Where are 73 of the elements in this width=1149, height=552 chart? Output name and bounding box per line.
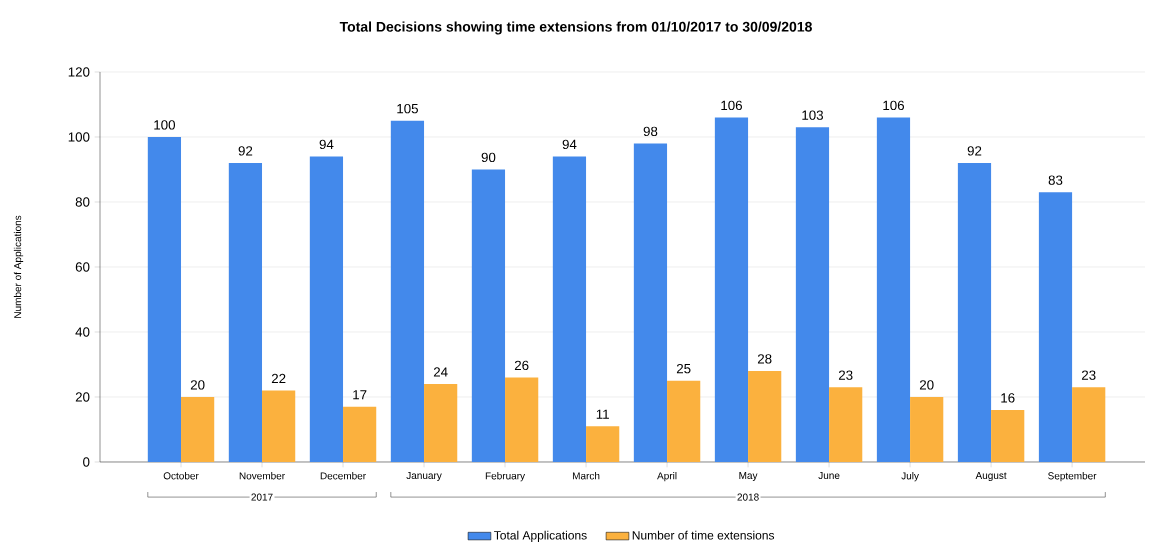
bar	[748, 370, 782, 462]
x-tick-label: September	[1048, 472, 1097, 482]
data-label: 25	[676, 363, 691, 374]
bar	[552, 156, 587, 462]
bar	[991, 409, 1025, 462]
bar	[586, 426, 620, 462]
x-tick-label: April	[657, 472, 677, 482]
data-label: 17	[353, 390, 367, 400]
data-label: 83	[1048, 175, 1063, 185]
bar	[228, 162, 263, 462]
x-tick-label: November	[239, 472, 285, 480]
bar	[795, 127, 830, 462]
bar	[424, 383, 458, 462]
data-label: 20	[919, 380, 934, 390]
data-label: 94	[562, 139, 577, 150]
data-label: 92	[967, 146, 982, 156]
data-label: 103	[802, 110, 824, 120]
text: 2017	[251, 493, 273, 501]
y-tick-label: 40	[75, 327, 90, 337]
data-label: 92	[238, 146, 253, 156]
chart-title: Total Decisions showing time extensions from 01/10/2017 to 30/09/2018	[339, 21, 812, 35]
bar	[181, 396, 215, 462]
data-label: 11	[596, 409, 609, 419]
data-label: 22	[271, 373, 286, 384]
data-label: 20	[190, 380, 205, 390]
legend-label: Total Applications	[494, 530, 587, 542]
data-label: 106	[721, 100, 742, 111]
data-label: 28	[757, 354, 772, 364]
data-label: 98	[643, 126, 658, 137]
x-tick-label: May	[739, 472, 758, 481]
y-tick-label: 80	[75, 197, 90, 207]
data-label: 106	[883, 100, 905, 111]
data-label: 24	[433, 367, 448, 377]
data-label: 23	[1081, 370, 1096, 380]
x-tick-label: January	[406, 472, 442, 481]
bar	[633, 143, 668, 462]
bar	[505, 377, 539, 462]
bar	[1038, 192, 1073, 462]
bar	[957, 162, 992, 462]
data-label: 16	[1001, 393, 1015, 403]
x-tick-label: March	[572, 472, 600, 480]
y-tick-label: 100	[68, 132, 90, 142]
y-tick-label: 60	[75, 262, 90, 272]
y-tick-label: 0	[83, 457, 90, 467]
bar	[471, 169, 506, 462]
data-label: 105	[397, 103, 418, 114]
legend-label: Number of time extensions	[632, 530, 775, 540]
bar	[876, 117, 911, 462]
data-label: 100	[154, 120, 176, 130]
x-tick-label: July	[901, 472, 919, 482]
bar	[147, 136, 182, 462]
text: 2018	[737, 493, 759, 501]
bar	[667, 380, 701, 462]
bar	[714, 117, 749, 462]
bar	[262, 390, 296, 462]
y-axis-title: Number of Applications	[13, 215, 24, 318]
bar	[309, 156, 344, 462]
data-label: 23	[838, 370, 853, 380]
x-tick-label: August	[975, 472, 1007, 481]
bar	[829, 387, 863, 462]
x-tick-label: October	[163, 472, 199, 480]
data-label: 26	[514, 360, 529, 371]
y-tick-label: 20	[75, 392, 90, 402]
bar	[1072, 387, 1106, 462]
data-label: 94	[319, 139, 334, 150]
data-label: 90	[481, 152, 496, 163]
bar	[910, 396, 944, 462]
x-tick-label: February	[485, 472, 526, 482]
x-tick-label: June	[818, 472, 840, 480]
y-tick-label: 120	[68, 67, 90, 77]
bar	[343, 406, 377, 462]
x-tick-label: December	[320, 472, 366, 480]
bar	[390, 120, 425, 462]
